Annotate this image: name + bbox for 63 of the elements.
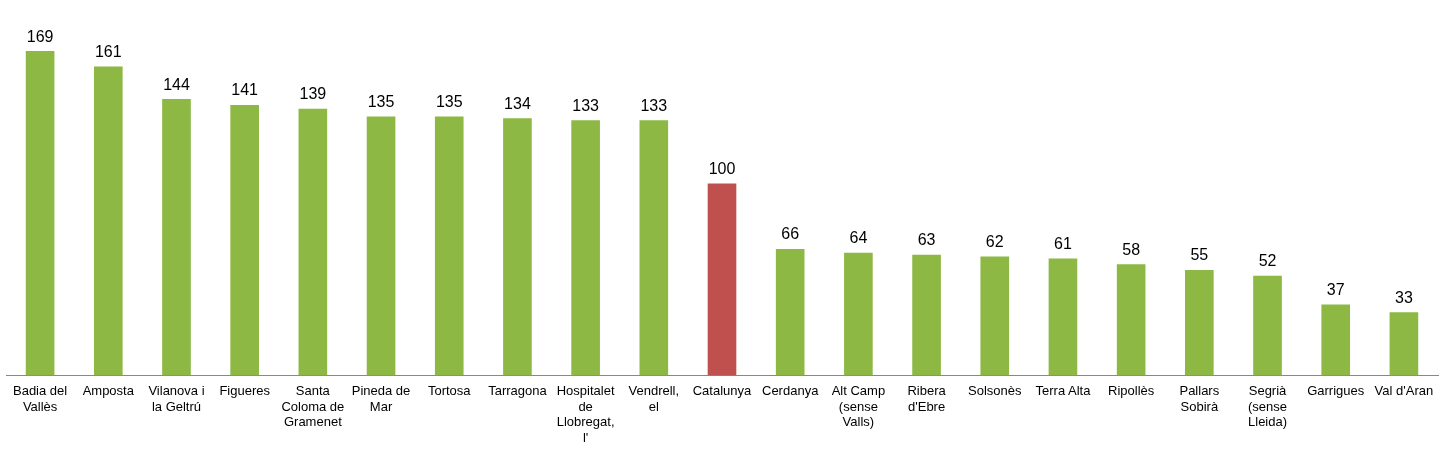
bar [230, 104, 259, 376]
x-tick-label: Badia del Vallès [12, 382, 68, 414]
bar [1185, 270, 1214, 376]
data-label: 64 [849, 229, 868, 247]
bar [844, 252, 873, 376]
x-tick-label: Segrià (sense Lleida) [1248, 382, 1288, 430]
x-tick-label: Val d'Aran [1374, 382, 1434, 398]
bar [1116, 264, 1146, 376]
x-tick-label: Ribera d'Ebre [907, 382, 947, 414]
bar [1253, 275, 1282, 376]
bar [298, 108, 328, 376]
data-label: 135 [435, 92, 463, 110]
data-label: 63 [917, 231, 936, 249]
data-label: 62 [985, 232, 1004, 250]
x-tick-label: Tarragona [488, 382, 548, 398]
bar [980, 256, 1010, 376]
data-label: 161 [94, 42, 122, 60]
bar [1321, 304, 1351, 376]
bar [1389, 312, 1419, 376]
data-label: 61 [1054, 234, 1072, 252]
bar [639, 120, 669, 376]
bar [912, 254, 941, 376]
bar [162, 99, 191, 376]
bar [25, 51, 55, 376]
data-label: 58 [1122, 240, 1141, 258]
data-label: 33 [1395, 288, 1413, 306]
data-label: 55 [1190, 246, 1209, 264]
data-label: 144 [163, 75, 190, 93]
x-tick-label: Catalunya [692, 382, 753, 398]
x-tick-label: Solsonès [968, 382, 1022, 398]
data-label: 52 [1258, 252, 1277, 270]
x-tick-label: Amposta [82, 382, 135, 398]
data-label: 169 [26, 27, 54, 45]
x-tick-label: Vendrell, el [628, 382, 680, 414]
x-tick-label: Pallars Sobirà [1179, 382, 1220, 414]
data-label: 139 [299, 85, 327, 103]
data-label: 133 [572, 96, 600, 114]
bar [434, 116, 464, 376]
bar [571, 120, 600, 376]
x-tick-label: Figueres [219, 382, 271, 398]
bar [93, 66, 123, 376]
x-tick-label: Ripollès [1108, 382, 1155, 398]
data-label: 134 [504, 94, 531, 112]
x-tick-label: Tortosa [427, 382, 472, 398]
bar [366, 116, 396, 376]
data-label: 133 [640, 96, 668, 114]
x-tick-label: Garrigues [1307, 382, 1365, 398]
data-label: 37 [1326, 280, 1345, 298]
data-label: 141 [231, 81, 259, 99]
bar [503, 118, 532, 376]
x-tick-label: Vilanova i la Geltrú [148, 382, 205, 414]
bar [775, 248, 805, 376]
x-tick-label: Pineda de Mar [351, 382, 411, 414]
x-tick-label: Cerdanya [762, 382, 820, 398]
bar [707, 183, 737, 376]
x-tick-label: Alt Camp (sense Valls) [831, 382, 886, 430]
data-label: 135 [367, 92, 395, 110]
x-tick-label: Santa Coloma de Gramenet [281, 382, 345, 430]
bar [1048, 258, 1078, 376]
data-label: 100 [708, 160, 736, 178]
x-tick-label: Hospitalet de Llobregat, l' [556, 382, 615, 445]
data-label: 66 [781, 225, 800, 243]
x-tick-label: Terra Alta [1035, 382, 1092, 398]
